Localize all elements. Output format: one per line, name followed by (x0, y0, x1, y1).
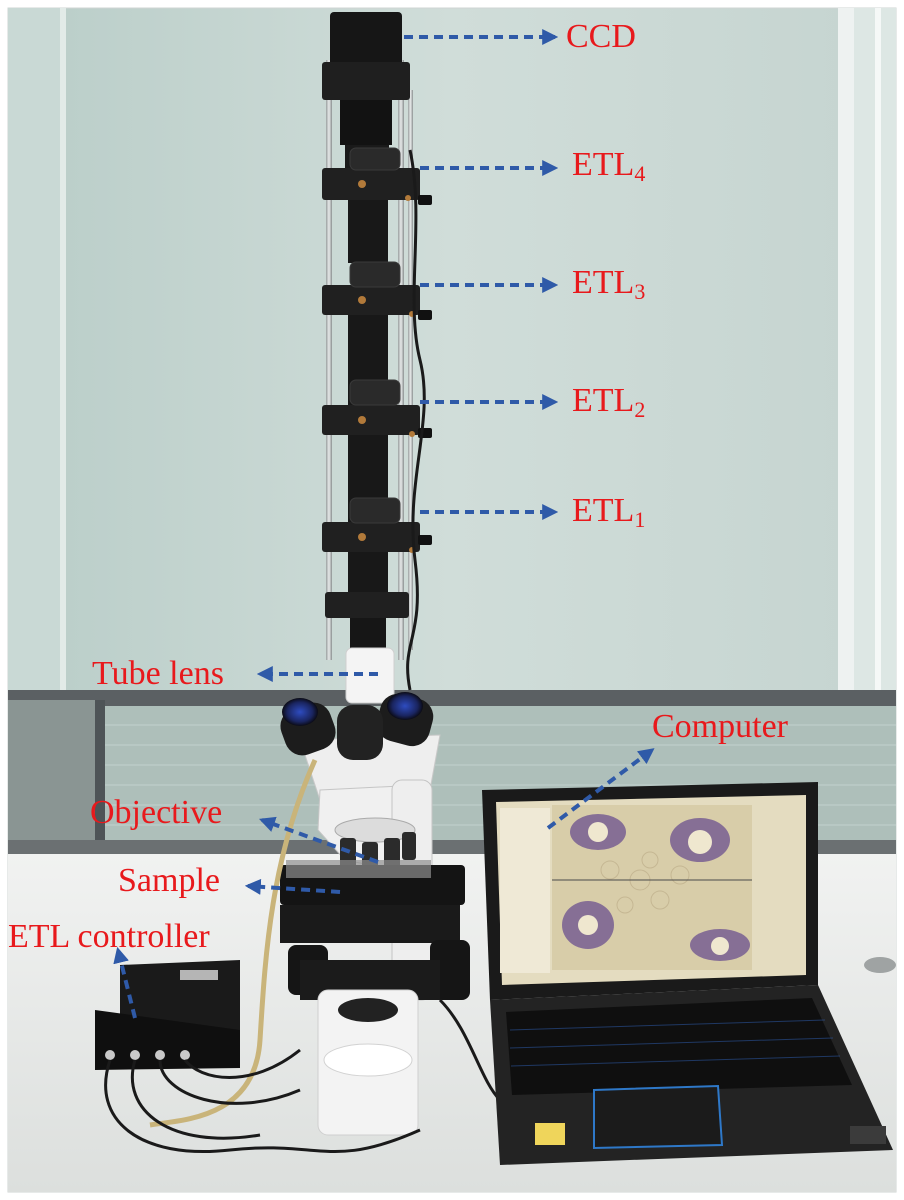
etl3-label: ETL3 (572, 264, 646, 304)
etl2-label: ETL2 (572, 382, 646, 422)
computer-label: Computer (652, 708, 788, 745)
etl4-subscript: 4 (634, 161, 646, 186)
etl4-label: ETL4 (572, 146, 646, 186)
sample-label: Sample (118, 862, 220, 899)
etl3-subscript: 3 (634, 279, 646, 304)
objective-label: Objective (90, 794, 223, 831)
etl2-subscript: 2 (634, 397, 646, 422)
etl1-label: ETL1 (572, 492, 646, 532)
ccd-label: CCD (566, 18, 636, 55)
etl1-subscript: 1 (634, 507, 646, 532)
etl-controller-label: ETL controller (8, 918, 210, 955)
tube-lens-label: Tube lens (92, 655, 224, 692)
